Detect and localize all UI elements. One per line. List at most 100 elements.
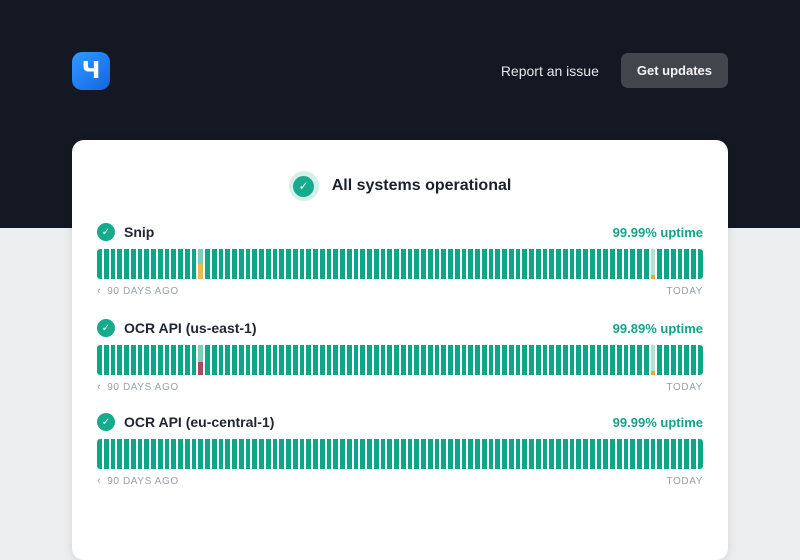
uptime-bar[interactable] xyxy=(137,249,143,279)
uptime-bar[interactable] xyxy=(360,345,365,375)
uptime-bar[interactable] xyxy=(164,439,170,469)
uptime-bar[interactable] xyxy=(245,439,251,469)
uptime-bar[interactable] xyxy=(346,249,352,279)
uptime-bar[interactable] xyxy=(306,345,311,375)
uptime-bar[interactable] xyxy=(657,439,662,469)
uptime-bar[interactable] xyxy=(232,439,237,469)
uptime-bar[interactable] xyxy=(279,345,284,375)
uptime-bar[interactable] xyxy=(326,439,332,469)
uptime-bar[interactable] xyxy=(380,249,386,279)
uptime-bar[interactable] xyxy=(340,345,345,375)
uptime-bar[interactable] xyxy=(454,439,460,469)
uptime-bar[interactable] xyxy=(529,345,534,375)
uptime-bar[interactable] xyxy=(664,345,669,375)
uptime-bar[interactable] xyxy=(259,249,264,279)
uptime-bar[interactable] xyxy=(434,345,440,375)
uptime-bar[interactable] xyxy=(238,345,244,375)
uptime-bar[interactable] xyxy=(454,249,460,279)
uptime-bar[interactable] xyxy=(610,249,615,279)
uptime-bar[interactable] xyxy=(664,249,669,279)
uptime-bar[interactable] xyxy=(556,249,561,279)
uptime-bar[interactable] xyxy=(441,249,446,279)
uptime-bar[interactable] xyxy=(583,439,588,469)
chevron-left-icon[interactable]: ‹ xyxy=(97,475,102,487)
uptime-bar[interactable] xyxy=(245,249,251,279)
uptime-bar[interactable] xyxy=(407,439,413,469)
uptime-bar[interactable] xyxy=(373,439,379,469)
uptime-bar[interactable] xyxy=(414,249,419,279)
uptime-bar[interactable] xyxy=(252,249,257,279)
uptime-bar[interactable] xyxy=(596,249,602,279)
uptime-bar[interactable] xyxy=(279,439,284,469)
uptime-bar[interactable] xyxy=(583,249,588,279)
uptime-bar[interactable] xyxy=(313,345,318,375)
uptime-bar[interactable] xyxy=(535,345,541,375)
uptime-bar[interactable] xyxy=(178,249,183,279)
uptime-bar[interactable] xyxy=(353,439,359,469)
uptime-bar[interactable] xyxy=(637,345,642,375)
uptime-bar[interactable] xyxy=(346,345,352,375)
uptime-bar[interactable] xyxy=(664,439,669,469)
uptime-bar[interactable] xyxy=(407,345,413,375)
uptime-bar[interactable] xyxy=(475,439,480,469)
uptime-bar[interactable] xyxy=(232,345,237,375)
uptime-bar[interactable] xyxy=(124,439,129,469)
uptime-bar[interactable] xyxy=(299,439,305,469)
uptime-bar[interactable] xyxy=(650,345,656,375)
uptime-bar[interactable] xyxy=(468,345,473,375)
uptime-bar[interactable] xyxy=(549,249,554,279)
uptime-bar[interactable] xyxy=(502,345,507,375)
uptime-bar[interactable] xyxy=(549,439,554,469)
uptime-bar[interactable] xyxy=(211,249,217,279)
uptime-bar[interactable] xyxy=(610,439,615,469)
uptime-bar[interactable] xyxy=(670,249,676,279)
uptime-bar[interactable] xyxy=(252,439,257,469)
uptime-bar[interactable] xyxy=(299,249,305,279)
uptime-bar[interactable] xyxy=(387,439,392,469)
uptime-bar[interactable] xyxy=(151,439,156,469)
uptime-bar[interactable] xyxy=(421,249,426,279)
uptime-bar[interactable] xyxy=(265,249,271,279)
uptime-bar[interactable] xyxy=(137,439,143,469)
uptime-bar[interactable] xyxy=(157,249,163,279)
uptime-bar[interactable] xyxy=(468,249,473,279)
uptime-bar[interactable] xyxy=(502,249,507,279)
uptime-bar[interactable] xyxy=(684,249,689,279)
uptime-bar[interactable] xyxy=(238,249,244,279)
uptime-bar[interactable] xyxy=(151,345,156,375)
uptime-bar[interactable] xyxy=(481,439,487,469)
uptime-bar[interactable] xyxy=(670,439,676,469)
uptime-bar[interactable] xyxy=(643,345,649,375)
uptime-bar[interactable] xyxy=(569,439,575,469)
uptime-bar[interactable] xyxy=(97,345,102,375)
uptime-bar[interactable] xyxy=(522,345,527,375)
uptime-bar[interactable] xyxy=(164,345,170,375)
uptime-bar[interactable] xyxy=(191,249,197,279)
uptime-bar[interactable] xyxy=(205,249,210,279)
uptime-bar[interactable] xyxy=(522,439,527,469)
uptime-bar[interactable] xyxy=(481,249,487,279)
uptime-bar[interactable] xyxy=(218,345,224,375)
uptime-bar[interactable] xyxy=(542,249,548,279)
uptime-bar[interactable] xyxy=(583,345,588,375)
uptime-bar[interactable] xyxy=(394,345,399,375)
uptime-bar[interactable] xyxy=(448,439,453,469)
uptime-bar[interactable] xyxy=(117,249,122,279)
uptime-bar[interactable] xyxy=(326,249,332,279)
uptime-bar[interactable] xyxy=(475,345,480,375)
uptime-bar[interactable] xyxy=(387,249,392,279)
uptime-bar[interactable] xyxy=(630,439,635,469)
report-issue-link[interactable]: Report an issue xyxy=(500,62,599,79)
uptime-bar[interactable] xyxy=(400,249,406,279)
uptime-bar[interactable] xyxy=(171,249,176,279)
uptime-bar[interactable] xyxy=(441,439,446,469)
uptime-bar[interactable] xyxy=(684,439,689,469)
uptime-bar[interactable] xyxy=(427,249,433,279)
uptime-bar[interactable] xyxy=(367,249,372,279)
uptime-bar[interactable] xyxy=(387,345,392,375)
uptime-bar[interactable] xyxy=(407,249,413,279)
get-updates-button[interactable]: Get updates xyxy=(620,53,728,88)
uptime-bar[interactable] xyxy=(245,345,251,375)
uptime-bar[interactable] xyxy=(211,345,217,375)
uptime-bar[interactable] xyxy=(218,439,224,469)
